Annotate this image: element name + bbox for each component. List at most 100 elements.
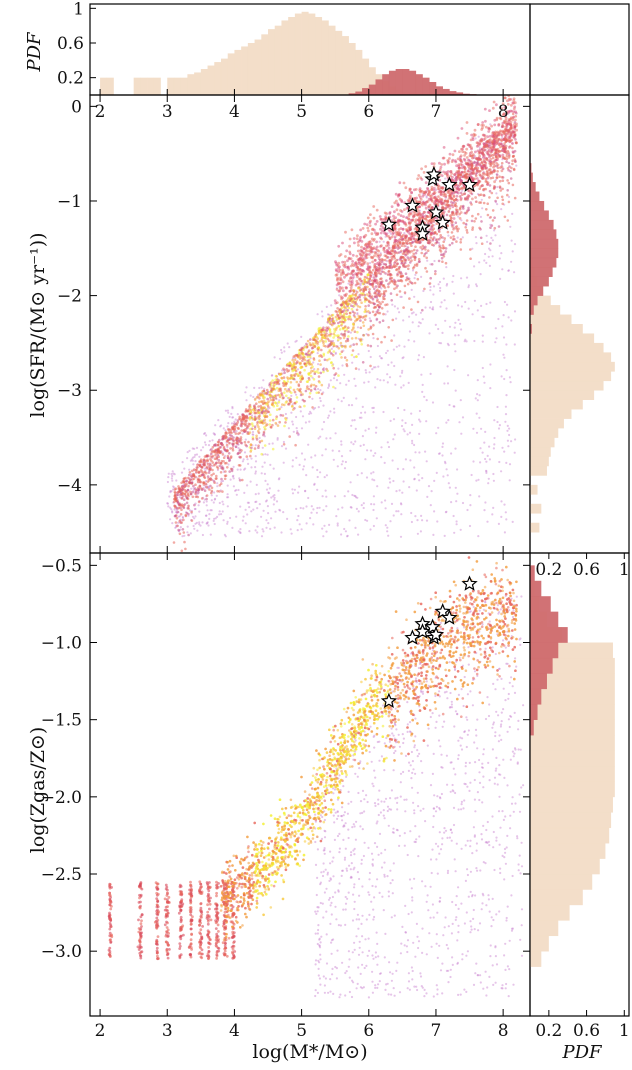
scatter-point bbox=[265, 488, 269, 491]
scatter-point bbox=[396, 272, 399, 276]
scatter-point bbox=[359, 326, 363, 330]
scatter-point bbox=[432, 308, 435, 311]
scatter-point bbox=[481, 207, 484, 210]
scatter-point bbox=[479, 447, 482, 450]
scatter-point bbox=[420, 251, 424, 255]
scatter-point bbox=[395, 490, 398, 493]
scatter-point bbox=[202, 464, 205, 467]
scatter-point bbox=[475, 144, 479, 148]
scatter-point bbox=[479, 461, 482, 464]
scatter-point bbox=[301, 398, 305, 402]
scatter-point bbox=[306, 355, 310, 359]
scatter-point bbox=[481, 315, 484, 318]
scatter-point bbox=[338, 278, 342, 282]
scatter-point bbox=[511, 142, 514, 145]
scatter-point bbox=[417, 473, 420, 476]
scatter-point bbox=[169, 506, 172, 509]
scatter-point bbox=[402, 265, 406, 268]
scatter-point bbox=[340, 306, 344, 310]
scatter-point bbox=[238, 477, 241, 480]
scatter-point bbox=[413, 281, 417, 285]
scatter-point bbox=[294, 340, 297, 343]
scatter-point bbox=[399, 375, 402, 378]
scatter-point bbox=[313, 344, 317, 348]
scatter-point bbox=[371, 332, 375, 336]
scatter-point bbox=[447, 191, 451, 194]
scatter-point bbox=[326, 337, 330, 341]
scatter-point bbox=[374, 278, 377, 281]
scatter-point bbox=[511, 212, 514, 215]
scatter-point bbox=[250, 414, 253, 417]
scatter-point bbox=[478, 394, 481, 397]
scatter-point bbox=[207, 444, 211, 447]
scatter-point bbox=[177, 503, 181, 506]
scatter-point bbox=[361, 361, 365, 364]
scatter-point bbox=[219, 462, 223, 465]
scatter-point bbox=[222, 519, 225, 522]
pdf-bar-all bbox=[100, 77, 108, 95]
scatter-point bbox=[341, 506, 344, 509]
scatter-point bbox=[456, 157, 460, 161]
scatter-point bbox=[400, 256, 404, 259]
scatter-point bbox=[190, 487, 193, 490]
scatter-point bbox=[489, 226, 492, 229]
scatter-point bbox=[470, 133, 473, 137]
scatter-point bbox=[493, 419, 496, 422]
scatter-point bbox=[402, 319, 405, 322]
scatter-point bbox=[438, 280, 442, 284]
scatter-point bbox=[486, 183, 489, 187]
scatter-point bbox=[346, 259, 349, 263]
scatter-point bbox=[295, 339, 298, 342]
scatter-point bbox=[412, 210, 416, 214]
scatter-point bbox=[500, 252, 503, 255]
scatter-point bbox=[408, 297, 411, 300]
scatter-point bbox=[489, 387, 492, 390]
scatter-point bbox=[271, 374, 274, 377]
scatter-point bbox=[513, 271, 516, 274]
scatter-point bbox=[513, 310, 517, 313]
scatter-point bbox=[272, 495, 275, 498]
scatter-point bbox=[368, 371, 371, 374]
scatter-point bbox=[318, 340, 322, 343]
scatter-point bbox=[256, 423, 259, 426]
scatter-point bbox=[491, 239, 494, 242]
scatter-point bbox=[311, 466, 314, 469]
scatter-point bbox=[272, 396, 275, 399]
scatter-point bbox=[395, 345, 398, 348]
scatter-point bbox=[279, 413, 283, 417]
scatter-point bbox=[291, 459, 294, 462]
scatter-point bbox=[371, 478, 374, 481]
scatter-point bbox=[380, 501, 383, 504]
scatter-point bbox=[205, 471, 208, 475]
scatter-point bbox=[492, 170, 496, 174]
scatter-point bbox=[417, 257, 421, 261]
scatter-point bbox=[205, 522, 208, 525]
scatter-point bbox=[256, 507, 259, 510]
scatter-point bbox=[409, 459, 412, 462]
scatter-point bbox=[241, 460, 244, 463]
scatter-point bbox=[284, 412, 287, 416]
scatter-point bbox=[368, 221, 372, 225]
scatter-point bbox=[359, 319, 362, 322]
scatter-point bbox=[492, 472, 495, 476]
scatter-point bbox=[177, 528, 180, 532]
scatter-point bbox=[265, 403, 268, 406]
scatter-point bbox=[264, 424, 268, 427]
scatter-point bbox=[488, 184, 492, 187]
scatter-point bbox=[276, 404, 279, 408]
scatter-point bbox=[184, 483, 187, 486]
scatter-point bbox=[485, 234, 488, 237]
scatter-point bbox=[478, 416, 481, 419]
scatter-point bbox=[187, 476, 190, 480]
scatter-point bbox=[505, 518, 508, 521]
scatter-point bbox=[385, 249, 389, 252]
scatter-point bbox=[497, 143, 501, 147]
scatter-point bbox=[325, 305, 328, 308]
scatter-point bbox=[443, 299, 446, 302]
scatter-point bbox=[387, 363, 390, 366]
scatter-point bbox=[319, 435, 322, 438]
scatter-point bbox=[496, 420, 499, 424]
scatter-point bbox=[444, 177, 447, 180]
scatter-point bbox=[170, 508, 173, 511]
scatter-point bbox=[244, 438, 247, 441]
